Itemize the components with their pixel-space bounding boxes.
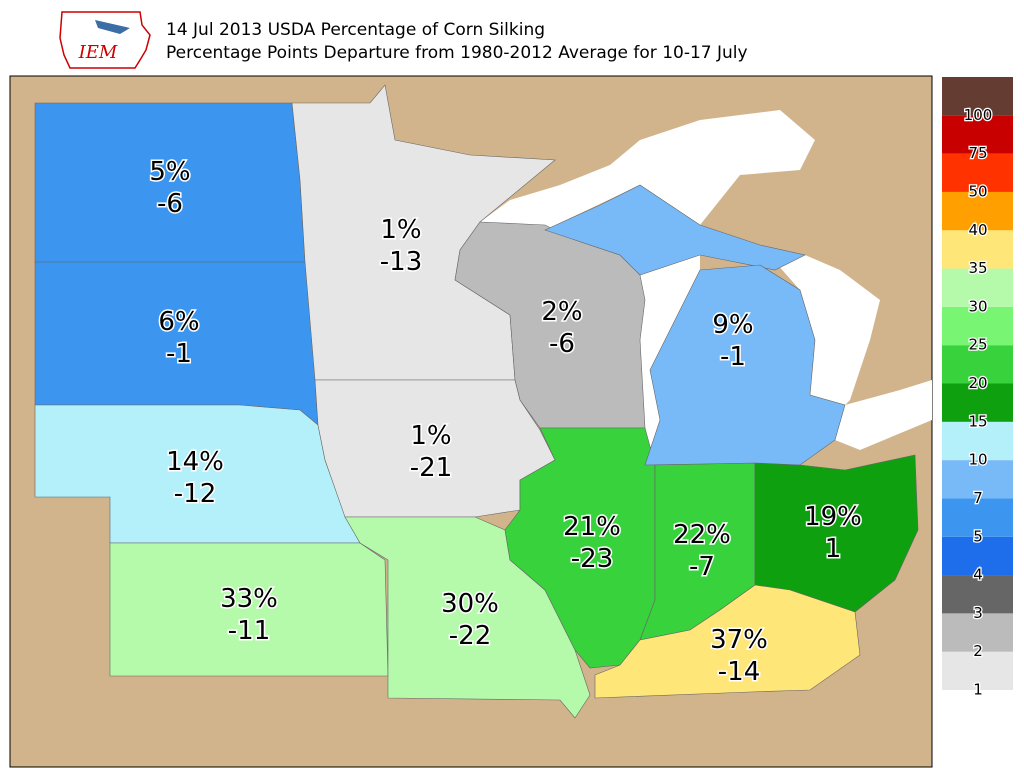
legend-swatch [942,153,1013,192]
legend-swatch [942,345,1013,384]
legend-swatch [942,268,1013,307]
state-percent: 14% [166,447,224,477]
legend-swatch [942,575,1013,614]
legend-label: 3 [973,604,983,622]
state-departure: -11 [228,616,270,646]
lake-huron [760,245,880,405]
legend-label: 10 [968,451,987,469]
state-ks [109,542,389,677]
legend-label: 5 [973,527,983,545]
state-percent: 9% [712,310,753,340]
state-percent: 33% [220,584,278,614]
state-percent: 37% [710,625,768,655]
lake-michigan [640,255,700,465]
state-percent: 30% [441,589,499,619]
legend-label: 25 [968,336,987,354]
legend-label: 4 [973,566,983,584]
state-percent: 1% [380,215,421,245]
state-departure: -1 [720,342,746,372]
state-percent: 1% [410,421,451,451]
legend-label: 20 [968,374,987,392]
state-percent: 6% [158,307,199,337]
state-percent: 21% [563,512,621,542]
state-departure: -6 [549,329,575,359]
legend-label: 100 [964,106,993,124]
state-departure: -1 [166,339,192,369]
logo-plane [95,20,130,34]
legend-swatch [942,536,1013,576]
state-ky [594,584,861,699]
state-departure: -7 [689,552,715,582]
legend-label: 2 [973,642,983,660]
state-departure: -23 [571,544,613,574]
state-departure: -21 [410,453,452,483]
legend-swatch [942,460,1013,499]
legend-label: 30 [968,297,987,315]
logo: IEM [59,11,151,69]
subtitle: Percentage Points Departure from 1980-20… [166,43,748,63]
lake-superior [480,110,815,230]
legend-swatch [942,651,1013,690]
legend-label: 15 [968,412,987,430]
legend-label: 75 [968,144,987,162]
state-percent: 2% [541,297,582,327]
lake-erie [835,380,932,450]
state-mi-upper [544,184,806,276]
state-mi [644,264,846,466]
legend-swatch [942,383,1013,422]
legend-label: 7 [973,489,983,507]
logo-text: IEM [78,42,118,63]
legend-swatch [942,77,1013,116]
title: 14 Jul 2013 USDA Percentage of Corn Silk… [166,20,545,40]
legend-label: 1 [973,681,983,699]
legend-swatch [942,230,1013,269]
legend-label: 35 [968,259,987,277]
legend-swatch [942,115,1013,154]
legend-label: 50 [968,182,987,200]
legend-swatch [942,421,1013,461]
state-percent: 22% [673,520,731,550]
state-percent: 5% [149,157,190,187]
map [9,75,933,768]
legend-swatch [942,306,1013,346]
legend-swatch [942,498,1013,537]
logo-outline [59,11,151,69]
legend-swatch [942,191,1013,231]
state-departure: -12 [174,479,216,509]
state-departure: 1 [825,534,842,564]
state-departure: -14 [718,657,760,687]
legend-swatch [942,613,1013,652]
state-departure: -6 [157,189,183,219]
legend-label: 40 [968,221,987,239]
state-departure: -13 [380,247,422,277]
legend: 1 2 3 4 5 7 10 15 20 25 30 35 40 50 75 100 [942,77,1013,700]
state-percent: 19% [804,502,862,532]
state-labels: 5%-66%-114%-1233%-111%-131%-2130%-222%-6… [148,156,864,689]
state-departure: -22 [449,621,491,651]
